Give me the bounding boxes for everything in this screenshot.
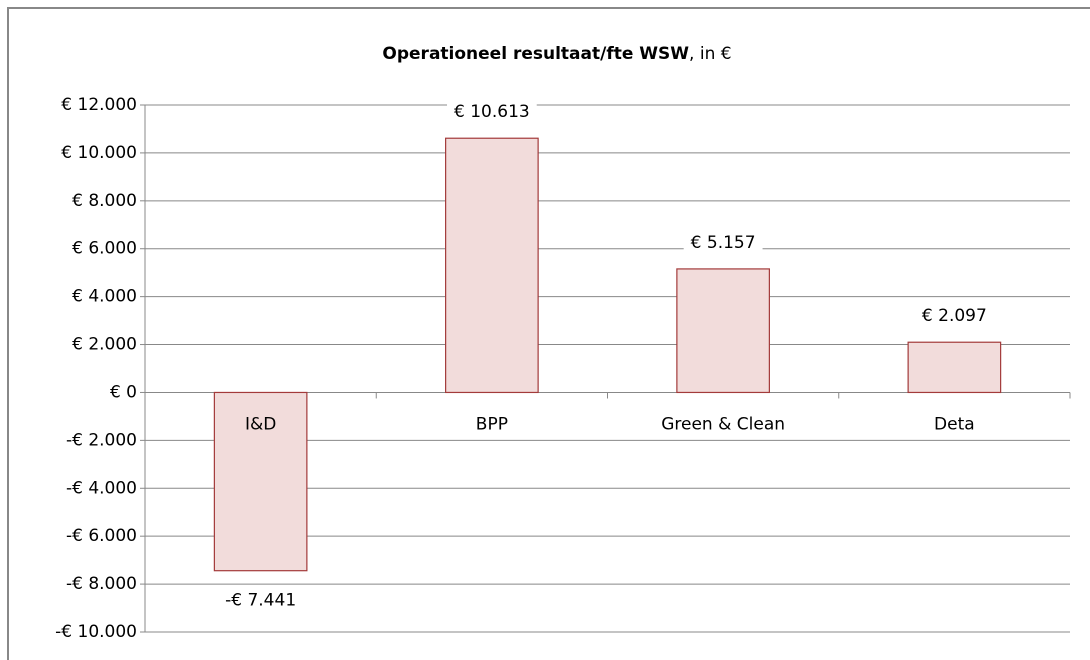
y-tick-label: -€ 8.000 <box>66 574 137 594</box>
y-tick-label: € 6.000 <box>72 239 137 259</box>
value-label: -€ 7.441 <box>225 591 296 611</box>
x-tick-label: I&D <box>245 414 276 434</box>
title-suffix: , in € <box>689 44 732 64</box>
value-label-bg <box>914 304 994 329</box>
x-tick-label: Deta <box>934 414 975 434</box>
chart-frame <box>7 7 1090 660</box>
bar <box>445 137 539 394</box>
title-main: Operationeel resultaat/fte WSW <box>382 44 689 64</box>
y-tick-label: € 8.000 <box>72 191 137 211</box>
value-label: € 5.157 <box>691 233 756 253</box>
value-label-bg <box>683 230 763 255</box>
y-tick-label: € 12.000 <box>61 95 137 115</box>
x-tick-label: Green & Clean <box>661 414 785 434</box>
y-tick-label: -€ 2.000 <box>66 430 137 450</box>
bar <box>676 268 770 394</box>
y-tick-label: -€ 10.000 <box>55 622 137 642</box>
y-tick-label: € 4.000 <box>72 287 137 307</box>
y-tick-label: € 10.000 <box>61 143 137 163</box>
value-label: € 2.097 <box>922 306 987 326</box>
chart-title: Operationeel resultaat/fte WSW, in € <box>382 44 731 64</box>
y-tick-label: -€ 4.000 <box>66 478 137 498</box>
x-tick-label: BPP <box>476 414 508 434</box>
y-tick-label: € 2.000 <box>72 335 137 355</box>
value-label-bg <box>218 588 304 613</box>
y-tick-label: € 0 <box>110 382 137 402</box>
bar <box>213 391 308 572</box>
value-label: € 10.613 <box>454 102 530 122</box>
bar <box>907 341 1002 394</box>
value-label-bg <box>447 100 537 125</box>
y-tick-label: -€ 6.000 <box>66 526 137 546</box>
